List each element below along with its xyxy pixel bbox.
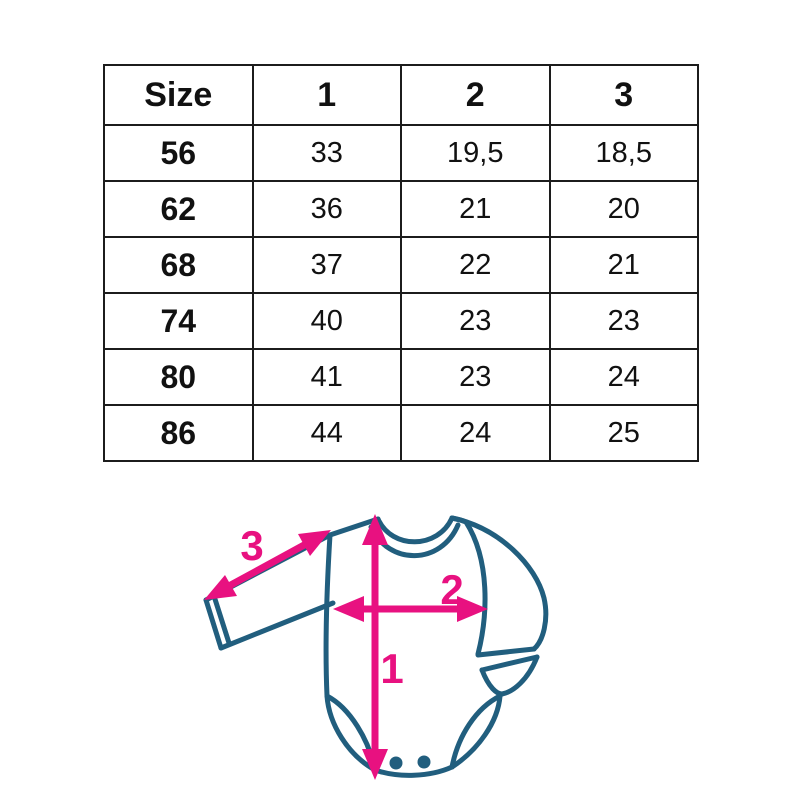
snap-button-icon bbox=[417, 755, 431, 769]
arrow-label-3: 3 bbox=[240, 522, 263, 569]
table-row: 62 36 21 20 bbox=[103, 180, 699, 238]
arrow-down-icon bbox=[362, 749, 388, 780]
size-cell: 56 bbox=[103, 124, 254, 182]
snap-button-icon bbox=[389, 756, 403, 770]
column-header-2: 2 bbox=[400, 64, 551, 126]
right-sleeve-tip-right bbox=[499, 654, 540, 697]
table-row: 80 41 23 24 bbox=[103, 348, 699, 406]
table-row: 68 37 22 21 bbox=[103, 236, 699, 294]
column-header-3: 3 bbox=[548, 64, 699, 126]
size-table: Size 1 2 3 56 33 19,5 18,5 62 36 21 20 6… bbox=[103, 64, 699, 462]
value-cell: 33 bbox=[251, 124, 402, 182]
bottom-hem bbox=[372, 764, 455, 778]
size-table-body: 56 33 19,5 18,5 62 36 21 20 68 37 22 21 … bbox=[103, 124, 699, 462]
right-sleeve-cuff-band-top bbox=[475, 646, 537, 658]
left-shoulder bbox=[327, 516, 381, 538]
neckline-outer bbox=[375, 515, 455, 545]
right-leg-opening-inner bbox=[449, 693, 503, 770]
measure-arrow-3: 3 bbox=[204, 522, 331, 600]
size-cell: 62 bbox=[103, 180, 254, 238]
value-cell: 20 bbox=[548, 180, 699, 238]
value-cell: 21 bbox=[548, 236, 699, 294]
arrow-up-right-icon bbox=[298, 530, 331, 556]
measure-arrow-2: 2 bbox=[333, 566, 488, 622]
size-cell: 86 bbox=[103, 404, 254, 462]
value-cell: 24 bbox=[400, 404, 551, 462]
left-leg-opening-outer bbox=[324, 693, 378, 773]
size-cell: 68 bbox=[103, 236, 254, 294]
table-row: 56 33 19,5 18,5 bbox=[103, 124, 699, 182]
arrow-label-2: 2 bbox=[440, 566, 463, 613]
arrow-label-1: 1 bbox=[380, 645, 403, 692]
bodysuit-diagram: 1 2 3 bbox=[203, 514, 549, 780]
column-header-size: Size bbox=[103, 64, 254, 126]
value-cell: 18,5 bbox=[548, 124, 699, 182]
left-sleeve-cuff-band bbox=[211, 593, 232, 646]
right-sleeve-tip-left bbox=[479, 667, 505, 697]
arrow-3-shaft bbox=[227, 540, 308, 590]
measure-arrow-1: 1 bbox=[362, 514, 404, 780]
table-row: 86 44 24 25 bbox=[103, 404, 699, 462]
value-cell: 36 bbox=[251, 180, 402, 238]
value-cell: 40 bbox=[251, 292, 402, 350]
value-cell: 22 bbox=[400, 236, 551, 294]
arrow-up-icon bbox=[362, 514, 388, 545]
value-cell: 23 bbox=[400, 292, 551, 350]
arrow-right-icon bbox=[457, 596, 488, 622]
value-cell: 19,5 bbox=[400, 124, 551, 182]
left-sleeve-end bbox=[203, 597, 224, 651]
value-cell: 37 bbox=[251, 236, 402, 294]
arrow-left-icon bbox=[333, 596, 364, 622]
value-cell: 41 bbox=[251, 348, 402, 406]
size-cell: 74 bbox=[103, 292, 254, 350]
arrow-down-left-icon bbox=[204, 575, 237, 600]
value-cell: 25 bbox=[548, 404, 699, 462]
right-sleeve-cuff-band-bottom bbox=[479, 654, 540, 673]
table-row: 74 40 23 23 bbox=[103, 292, 699, 350]
right-leg-opening-outer bbox=[449, 693, 503, 770]
size-table-header: Size 1 2 3 bbox=[103, 64, 699, 126]
value-cell: 24 bbox=[548, 348, 699, 406]
size-cell: 80 bbox=[103, 348, 254, 406]
torso-left-edge bbox=[323, 532, 333, 699]
value-cell: 44 bbox=[251, 404, 402, 462]
column-header-1: 1 bbox=[251, 64, 402, 126]
left-sleeve-bottom bbox=[218, 600, 336, 651]
right-sleeve-inner bbox=[463, 519, 488, 657]
value-cell: 23 bbox=[548, 292, 699, 350]
value-cell: 23 bbox=[400, 348, 551, 406]
value-cell: 21 bbox=[400, 180, 551, 238]
right-sleeve-outer bbox=[449, 515, 549, 652]
header-row: Size 1 2 3 bbox=[103, 64, 699, 126]
